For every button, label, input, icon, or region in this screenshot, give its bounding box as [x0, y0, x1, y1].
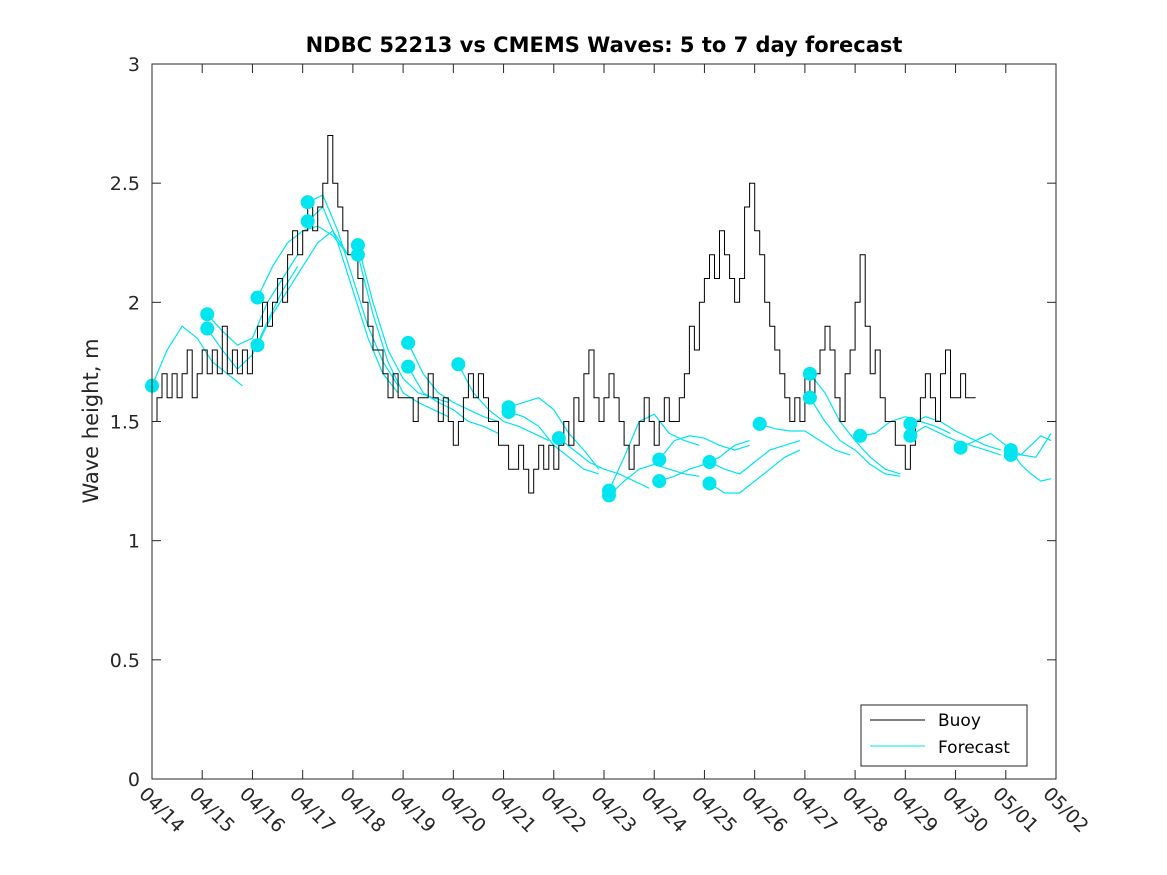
y-axis: 0 0.5 1 1.5 2 2.5 3: [110, 54, 1056, 791]
x-tick-label: 04/24: [637, 783, 691, 837]
legend-forecast-label: Forecast: [938, 738, 1010, 758]
x-tick-label: 04/25: [687, 783, 741, 837]
x-tick-label: 05/02: [1038, 783, 1092, 837]
chart-title: NDBC 52213 vs CMEMS Waves: 5 to 7 day fo…: [306, 33, 903, 57]
y-tick-label: 2: [128, 292, 140, 314]
x-tick-label: 04/29: [888, 783, 942, 837]
x-tick-label: 04/18: [335, 783, 389, 837]
forecast-start-marker: [652, 474, 667, 489]
forecast-start-marker: [802, 390, 817, 405]
x-tick-label: 05/01: [988, 783, 1042, 837]
forecast-line: [910, 425, 1001, 456]
buoy-line: [152, 135, 976, 494]
y-tick-label: 0: [128, 769, 140, 791]
y-tick-label: 2.5: [110, 173, 140, 195]
forecast-start-marker: [1003, 447, 1018, 462]
forecast-start-marker: [702, 476, 717, 491]
forecast-line: [658, 435, 750, 460]
x-tick-label: 04/22: [536, 783, 590, 837]
forecast-start-marker: [752, 416, 767, 431]
forecast-start-marker: [200, 321, 215, 336]
forecast-start-marker: [300, 214, 315, 229]
x-tick-label: 04/28: [838, 783, 892, 837]
y-tick-label: 3: [128, 54, 140, 76]
forecast-line: [508, 397, 600, 470]
x-tick-label: 04/15: [185, 783, 239, 837]
forecast-start-marker: [953, 440, 968, 455]
forecast-start-marker: [401, 359, 416, 374]
forecast-start-marker: [551, 431, 566, 446]
forecast-start-marker: [702, 455, 717, 470]
series-layer: [151, 135, 1052, 496]
forecast-start-marker: [401, 335, 416, 350]
forecast-markers: [145, 195, 1018, 503]
forecast-line: [608, 413, 700, 491]
forecast-line: [809, 397, 901, 477]
forecast-start-marker: [903, 416, 918, 431]
x-tick-label: 04/19: [386, 783, 440, 837]
x-tick-label: 04/14: [134, 783, 188, 837]
x-tick-label: 04/27: [787, 783, 841, 837]
x-tick-label: 04/16: [235, 783, 289, 837]
forecast-start-marker: [602, 488, 617, 503]
forecast-start-marker: [501, 404, 516, 419]
forecast-start-marker: [250, 290, 265, 305]
forecast-line: [910, 416, 1001, 451]
forecast-start-marker: [903, 428, 918, 443]
legend-buoy-label: Buoy: [938, 711, 981, 731]
x-tick-label: 04/23: [586, 783, 640, 837]
y-tick-label: 0.5: [110, 650, 140, 672]
forecast-line: [860, 416, 951, 437]
legend: Buoy Forecast: [860, 704, 1028, 767]
forecast-start-marker: [300, 195, 315, 210]
forecast-start-marker: [250, 338, 265, 353]
forecast-line: [407, 366, 499, 434]
forecast-start-marker: [350, 247, 365, 262]
forecast-line: [357, 254, 449, 418]
x-tick-label: 04/17: [285, 783, 339, 837]
legend-box: [860, 704, 1028, 767]
y-tick-label: 1.5: [110, 412, 140, 434]
forecast-start-marker: [200, 307, 215, 322]
y-axis-label: Wave height, m: [79, 338, 103, 503]
forecast-start-marker: [802, 366, 817, 381]
x-tick-label: 04/21: [486, 783, 540, 837]
y-tick-label: 1: [128, 531, 140, 553]
forecast-line: [759, 423, 851, 456]
forecast-line: [1010, 449, 1052, 482]
forecast-start-marker: [451, 357, 466, 372]
x-tick-label: 04/30: [938, 783, 992, 837]
forecast-line: [709, 440, 801, 475]
forecast-line: [709, 449, 801, 494]
forecast-start-marker: [652, 452, 667, 467]
x-tick-label: 04/26: [737, 783, 791, 837]
x-tick-label: 04/20: [436, 783, 490, 837]
forecast-start-marker: [853, 428, 868, 443]
forecast-line: [558, 437, 650, 489]
forecast-line: [407, 342, 499, 423]
